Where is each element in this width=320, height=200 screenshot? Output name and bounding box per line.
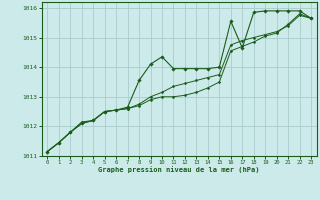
X-axis label: Graphe pression niveau de la mer (hPa): Graphe pression niveau de la mer (hPa) <box>99 167 260 173</box>
